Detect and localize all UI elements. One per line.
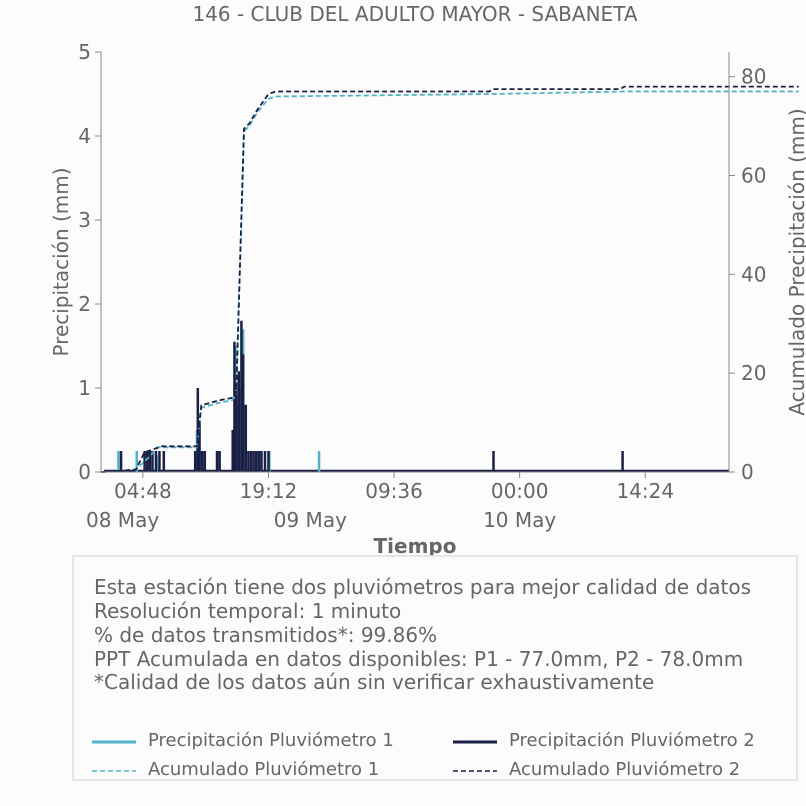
legend-label-accum-2: Acumulado Pluviómetro 2 xyxy=(509,759,741,780)
y-left-tick-label-2: 2 xyxy=(78,292,91,316)
y-right-tick-label-2: 40 xyxy=(741,262,766,286)
info-line-stations: Esta estación tiene dos pluviómetros par… xyxy=(94,575,752,599)
y-right-tick-label-1: 20 xyxy=(741,361,766,385)
y-left-tick-label-1: 1 xyxy=(78,376,91,400)
axis-ticks: 0 1 2 3 4 5 0 20 40 60 80 04:48 19:12 09:36 00:00 14:24… xyxy=(78,40,766,532)
info-line-accumulated: PPT Acumulada en datos disponibles: P1 -… xyxy=(94,647,744,671)
legend-swatch-accum-1 xyxy=(92,770,136,772)
legend-label-accum-1: Acumulado Pluviómetro 1 xyxy=(148,759,380,780)
y-axis-label-right: Acumulado Precipitación (mm) xyxy=(785,108,806,415)
x-tick-label-4: 14:24 xyxy=(616,479,674,503)
y-right-tick-label-4: 80 xyxy=(741,65,766,89)
x-date-label-0: 08 May xyxy=(86,508,159,532)
info-line-resolution: Resolución temporal: 1 minuto xyxy=(94,599,402,623)
x-date-label-1: 09 May xyxy=(274,508,347,532)
x-tick-label-3: 00:00 xyxy=(491,479,549,503)
chart-title: 146 - CLUB DEL ADULTO MAYOR - SABANETA xyxy=(192,2,637,26)
y-left-tick-label-4: 4 xyxy=(78,124,91,148)
y-left-tick-label-5: 5 xyxy=(78,40,91,64)
y-left-tick-label-3: 3 xyxy=(78,208,91,232)
y-right-tick-label-3: 60 xyxy=(741,164,766,188)
x-tick-label-0: 04:48 xyxy=(114,479,172,503)
y-right-tick-label-0: 0 xyxy=(741,460,754,484)
x-tick-label-1: 19:12 xyxy=(240,479,298,503)
chart-svg: 146 - CLUB DEL ADULTO MAYOR - SABANETA 0… xyxy=(49,2,806,558)
plot-marks xyxy=(100,85,799,473)
info-box: Esta estación tiene dos pluviómetros par… xyxy=(72,555,798,781)
y-axis-label-left: Precipitación (mm) xyxy=(49,167,73,356)
accumulated-line-2 xyxy=(100,85,799,473)
legend-label-precip-2: Precipitación Pluviómetro 2 xyxy=(509,730,755,751)
info-line-transmitted: % de datos transmitidos*: 99.86% xyxy=(94,623,438,647)
info-line-quality-note: *Calidad de los datos aún sin verificar … xyxy=(94,670,655,694)
legend-swatch-precip-1 xyxy=(92,740,136,744)
y-left-tick-label-0: 0 xyxy=(78,460,91,484)
x-axis-label: Tiempo xyxy=(374,534,457,558)
x-tick-label-2: 09:36 xyxy=(365,479,423,503)
legend-swatch-accum-2 xyxy=(453,770,497,772)
x-date-label-2: 10 May xyxy=(483,508,556,532)
legend-swatch-precip-2 xyxy=(453,740,497,744)
accumulated-line-1 xyxy=(100,90,799,473)
legend-label-precip-1: Precipitación Pluviómetro 1 xyxy=(148,730,394,751)
